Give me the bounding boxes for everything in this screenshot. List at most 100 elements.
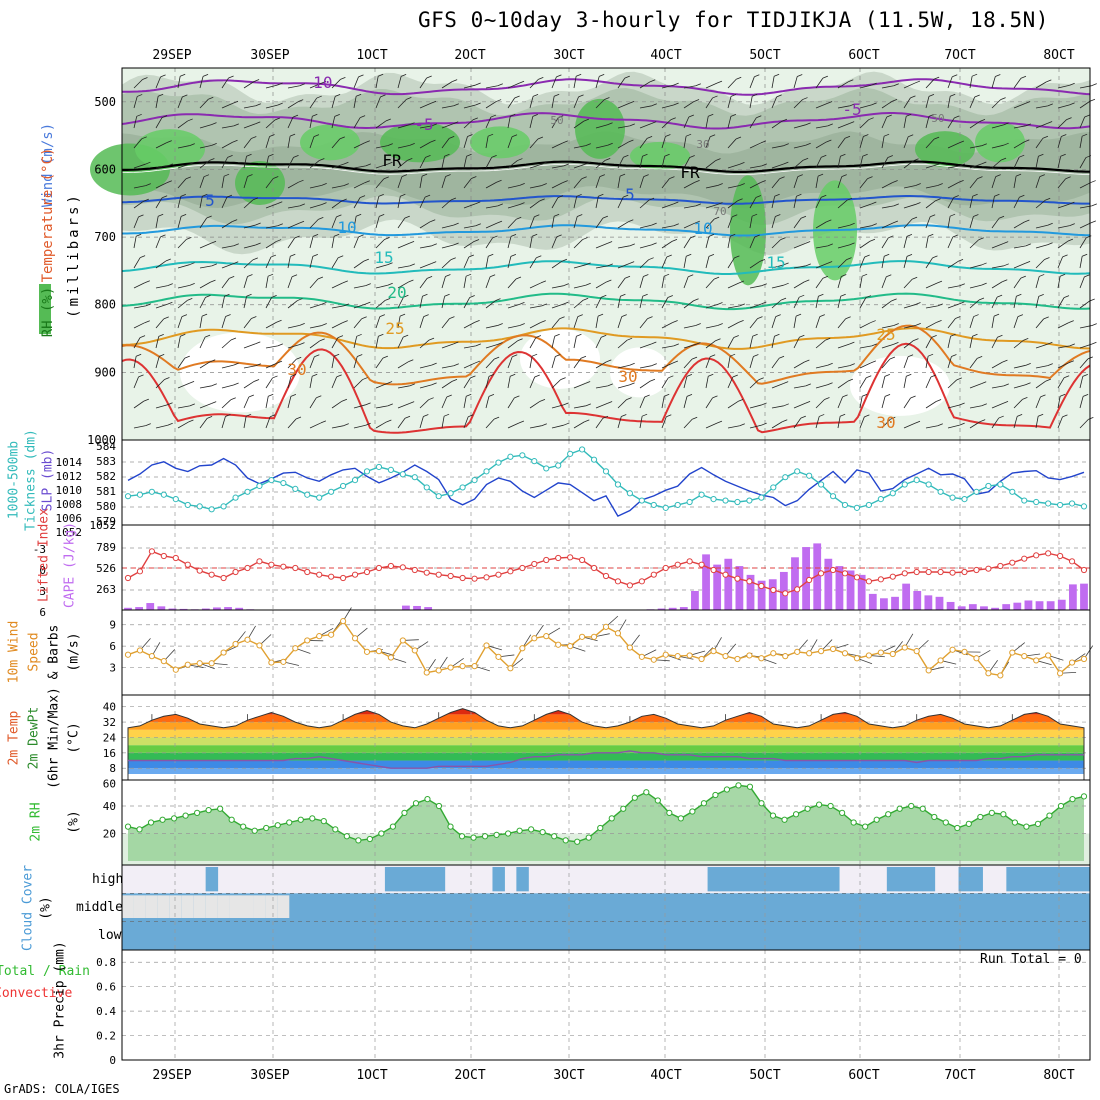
wind-barb <box>463 136 468 149</box>
cape-bar <box>1002 604 1011 610</box>
wind-barb-flag <box>998 215 1005 219</box>
wind-barb <box>265 396 269 409</box>
cape-bar <box>213 607 221 610</box>
wind-barb-flag <box>847 378 854 382</box>
wind-barb <box>199 144 212 149</box>
wind-barb <box>155 182 167 189</box>
wind-barb <box>815 384 828 389</box>
wind-barb <box>243 123 256 129</box>
wind-barb <box>969 120 981 129</box>
wind-barb-flag <box>359 195 366 199</box>
cape-bar <box>168 608 177 610</box>
thickness-line-point <box>650 501 657 509</box>
date-label: 30SEP <box>250 1068 290 1083</box>
wind-barb-flag <box>319 158 325 161</box>
wind-barb <box>705 278 715 289</box>
wind-barb <box>463 345 476 349</box>
wind-barb-flag <box>189 282 195 286</box>
wind-barb-flag <box>871 102 877 106</box>
wind-barb-flag <box>386 419 392 423</box>
rh-line-point <box>862 823 869 830</box>
wind-barb-flag <box>621 314 627 317</box>
lifted-index-line-point <box>148 548 155 555</box>
wind-barb-flag <box>408 279 414 283</box>
wind-barb-flag <box>563 283 569 287</box>
wind-speed-line-point <box>949 646 956 653</box>
wind-barb <box>617 364 630 369</box>
wind-barb <box>529 356 533 369</box>
wind-barb <box>969 145 982 149</box>
wind-barb-flag <box>911 216 918 220</box>
wind-speed-line-point <box>662 651 669 658</box>
wind-barb <box>1057 84 1070 89</box>
wind-barb-flag <box>915 323 921 326</box>
wind-barb <box>1057 276 1061 289</box>
temp-bands <box>128 708 1084 774</box>
wind-barb-flag <box>1025 243 1031 247</box>
lifted-index-line-point <box>961 568 968 576</box>
wind-barb <box>375 178 385 189</box>
wind-barb-flag <box>378 333 384 337</box>
wind-barb <box>903 204 916 209</box>
wind-barb-flag <box>755 195 762 198</box>
wind-barb <box>397 418 406 429</box>
rh-line-point <box>954 824 961 832</box>
wind-speed-line-point <box>865 652 873 659</box>
wind-barb-flag <box>356 333 362 337</box>
wind-barb-flag <box>443 413 450 417</box>
wind-barb <box>683 300 694 309</box>
wind-barb-flag <box>1069 223 1075 227</box>
sounding-axis-label: (millibars) <box>66 192 82 318</box>
wind-barb <box>837 244 850 249</box>
wind-barb <box>177 76 181 89</box>
wind-barb <box>353 336 358 349</box>
wind-speed-line-point <box>901 644 908 651</box>
wind-barb-flag <box>1039 274 1045 277</box>
wind-barb <box>1057 119 1067 129</box>
lifted-index-line-point <box>674 561 681 568</box>
wind-barb-flag <box>649 378 656 382</box>
wind-barb <box>243 244 256 249</box>
wind-barb-flag <box>621 414 627 417</box>
wind-barb <box>441 105 454 109</box>
wind-speed-line-point <box>1045 652 1052 659</box>
wind-barb-flag <box>994 193 1000 197</box>
wind-barb-flag <box>730 113 737 117</box>
wind-label-3: & Barbs <box>46 624 62 680</box>
wind-barb <box>287 376 292 389</box>
thickness-line-point <box>806 472 813 479</box>
wind-barb-flag <box>949 213 956 217</box>
wind-speed-line-point <box>937 657 944 664</box>
wind-barb <box>243 343 256 349</box>
wind-barb <box>463 276 467 289</box>
wind-barb <box>485 205 498 209</box>
wind-barb-flag <box>139 335 146 339</box>
wind-barb <box>881 157 889 169</box>
wind-barb <box>595 196 599 209</box>
cape-bar <box>880 598 888 610</box>
wind-barb-flag <box>670 117 676 121</box>
wind-barb-flag <box>138 214 144 218</box>
cloud-high-bar <box>1054 867 1067 892</box>
wind-barb-flag <box>1019 154 1025 158</box>
wind-barb <box>573 239 583 249</box>
sounding-temp-label: Temperature (°C) <box>40 147 56 283</box>
temp-band <box>128 708 1084 715</box>
temp-tick: 60 <box>103 778 116 791</box>
wind-barb <box>155 142 167 149</box>
wind-barb <box>265 276 269 289</box>
wind-barb <box>595 217 604 229</box>
wind-barb-flag <box>666 414 672 418</box>
wind-barb-flag <box>298 179 304 183</box>
thickness-line-point <box>889 490 896 497</box>
wind-barb-flag <box>182 94 188 98</box>
wind-barb <box>837 81 849 89</box>
wind-barb <box>419 77 428 89</box>
wind-barb <box>419 196 426 209</box>
wind-barb-flag <box>532 233 538 237</box>
wind-speed-line-point <box>806 650 813 657</box>
wind-barb-flag <box>804 359 810 363</box>
cape-bar <box>1013 602 1022 610</box>
wind-barb-flag <box>475 223 481 227</box>
wind-barb-flag <box>826 101 833 104</box>
